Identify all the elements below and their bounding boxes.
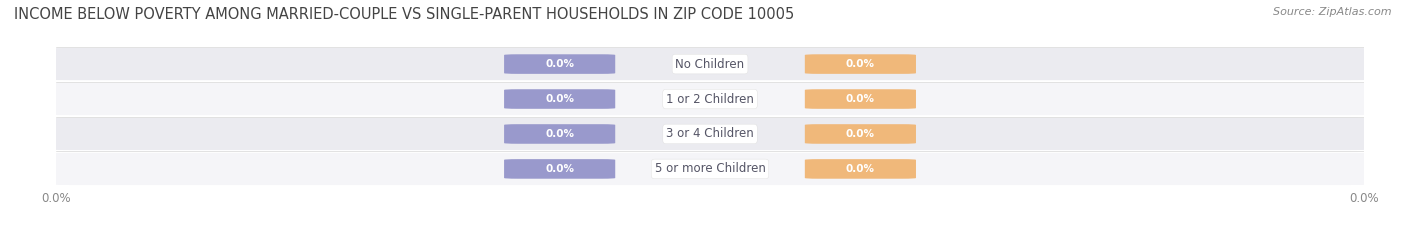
Text: 0.0%: 0.0% [846, 94, 875, 104]
FancyBboxPatch shape [505, 124, 616, 144]
Text: 0.0%: 0.0% [546, 129, 574, 139]
FancyBboxPatch shape [44, 83, 1376, 115]
FancyBboxPatch shape [44, 153, 1376, 185]
Text: 0.0%: 0.0% [846, 129, 875, 139]
Text: 0.0%: 0.0% [546, 94, 574, 104]
Text: Source: ZipAtlas.com: Source: ZipAtlas.com [1274, 7, 1392, 17]
Text: 5 or more Children: 5 or more Children [655, 162, 765, 175]
FancyBboxPatch shape [804, 89, 915, 109]
Text: 0.0%: 0.0% [546, 59, 574, 69]
FancyBboxPatch shape [804, 124, 915, 144]
FancyBboxPatch shape [44, 118, 1376, 150]
FancyBboxPatch shape [44, 48, 1376, 80]
Text: 0.0%: 0.0% [546, 164, 574, 174]
Text: No Children: No Children [675, 58, 745, 71]
FancyBboxPatch shape [804, 54, 915, 74]
FancyBboxPatch shape [505, 54, 616, 74]
Text: 3 or 4 Children: 3 or 4 Children [666, 127, 754, 140]
FancyBboxPatch shape [505, 159, 616, 179]
FancyBboxPatch shape [804, 159, 915, 179]
Text: 1 or 2 Children: 1 or 2 Children [666, 93, 754, 106]
Text: 0.0%: 0.0% [846, 59, 875, 69]
Text: 0.0%: 0.0% [846, 164, 875, 174]
Text: INCOME BELOW POVERTY AMONG MARRIED-COUPLE VS SINGLE-PARENT HOUSEHOLDS IN ZIP COD: INCOME BELOW POVERTY AMONG MARRIED-COUPL… [14, 7, 794, 22]
FancyBboxPatch shape [505, 89, 616, 109]
